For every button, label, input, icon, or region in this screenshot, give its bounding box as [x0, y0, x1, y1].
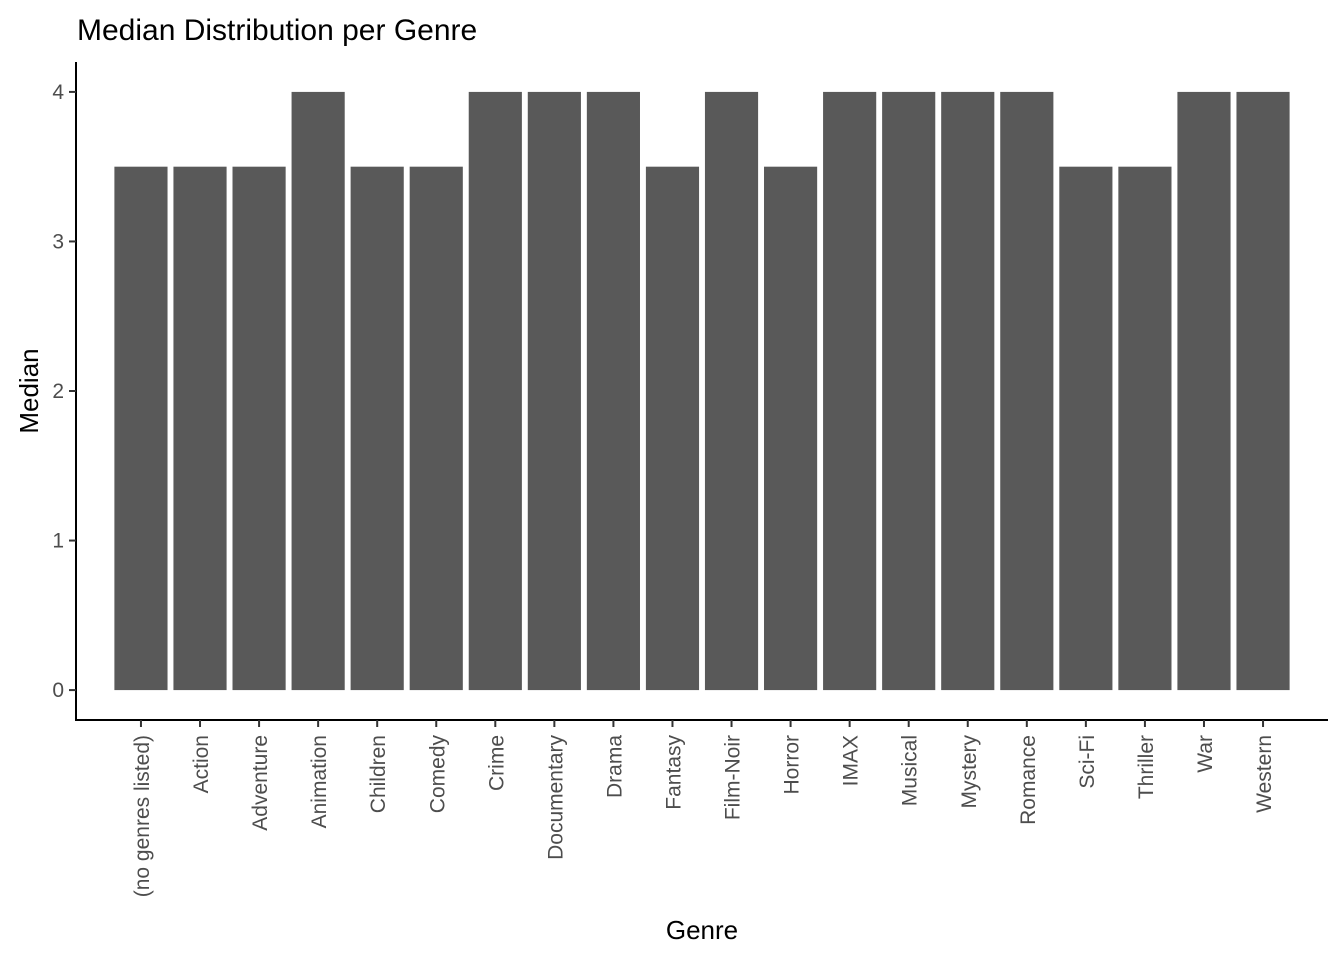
y-ticks-group: 0 1 2 3 4	[52, 81, 76, 702]
y-tick-label: 3	[52, 230, 64, 253]
x-tick-label: Musical	[899, 735, 922, 806]
x-tick-label: Thriller	[1135, 735, 1158, 799]
y-tick-label: 4	[52, 81, 64, 104]
x-tick-label: Comedy	[426, 735, 449, 814]
x-ticks-group: (no genres listed) Action Adventure Animati…	[131, 720, 1276, 897]
x-tick-label: (no genres listed)	[131, 735, 154, 897]
bar	[291, 91, 345, 691]
bar	[468, 91, 522, 691]
bar	[232, 166, 286, 691]
bar	[882, 91, 936, 691]
bars-group	[114, 91, 1290, 691]
x-tick-label: IMAX	[840, 735, 863, 786]
x-tick-label: Horror	[781, 735, 804, 795]
x-tick-label: Fantasy	[662, 735, 685, 810]
bar	[1000, 91, 1054, 691]
bar	[941, 91, 995, 691]
bar	[1177, 91, 1231, 691]
y-tick-label: 1	[52, 530, 64, 553]
bar	[645, 166, 700, 691]
bar	[409, 166, 463, 691]
x-tick-label: Romance	[1017, 735, 1040, 825]
x-tick-label: Children	[367, 735, 390, 813]
bar	[350, 166, 404, 691]
x-tick-label: Film-Noir	[722, 735, 745, 820]
bar	[1236, 91, 1290, 691]
x-tick-label: Adventure	[249, 735, 272, 831]
bar	[114, 166, 168, 691]
x-tick-label: Animation	[308, 735, 331, 828]
chart-title: Median Distribution per Genre	[77, 14, 477, 47]
x-tick-label: Mystery	[958, 735, 981, 809]
x-tick-label: Sci-Fi	[1076, 735, 1099, 789]
bar	[173, 166, 227, 691]
x-tick-label: Crime	[485, 735, 508, 791]
x-tick-label: War	[1194, 735, 1217, 773]
x-tick-label: Drama	[603, 735, 626, 798]
y-axis-title: Median	[14, 348, 44, 433]
bar	[823, 91, 877, 691]
bar	[527, 91, 581, 691]
y-tick-label: 2	[52, 380, 64, 403]
bar	[1118, 166, 1172, 691]
x-axis-title: Genre	[666, 915, 738, 945]
bar	[764, 166, 818, 691]
x-tick-label: Action	[190, 735, 213, 793]
x-tick-label: Western	[1253, 735, 1276, 813]
bar	[704, 91, 759, 691]
bar	[1059, 166, 1113, 691]
x-tick-label: Documentary	[544, 735, 567, 860]
bar	[586, 91, 640, 691]
y-tick-label: 0	[52, 679, 64, 702]
